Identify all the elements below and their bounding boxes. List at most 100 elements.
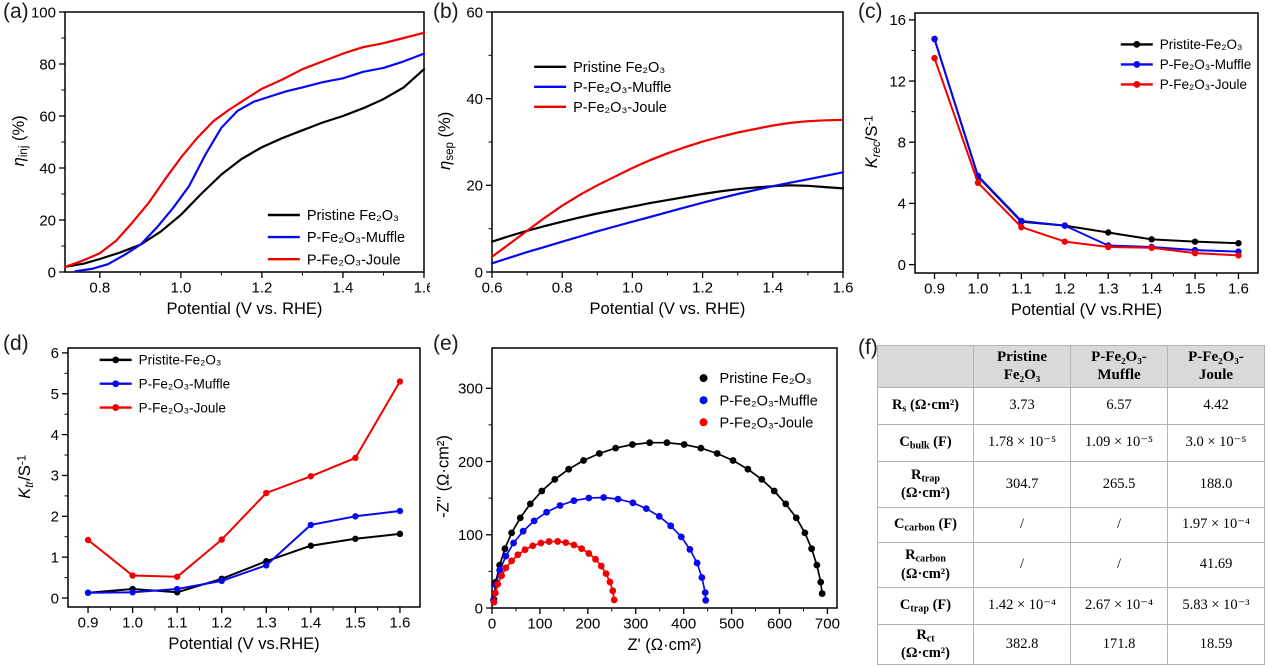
- series-line: [493, 441, 823, 601]
- panel-f-label: (f): [858, 336, 878, 359]
- y-tick-label: 4: [51, 427, 59, 444]
- x-tick-label: 1.4: [300, 614, 321, 631]
- axes-b: 0.6 0.8 1.0 1.2 1.4 1.6 0 20 40 60: [466, 4, 853, 296]
- table-cell: 2.67 × 10⁻⁴: [1070, 587, 1168, 625]
- data-point-marker: [307, 473, 315, 480]
- series-P-Fe₂O₃-Muffle: [74, 52, 426, 273]
- data-point-marker: [792, 514, 800, 522]
- data-point-marker: [602, 570, 610, 578]
- axes-e: 0 100 200 300 400 500 600 700 0 100 200 300: [458, 347, 840, 632]
- chart-b-xlabel: Potential (V vs. RHE): [548, 300, 788, 319]
- table-row: Rs (Ω·cm²) 3.73 6.57 4.42: [877, 387, 1265, 425]
- x-tick-label: 1.1: [167, 614, 188, 631]
- data-point-marker: [1105, 243, 1112, 251]
- table-corner-cell: [877, 345, 974, 388]
- data-point-marker: [521, 546, 529, 554]
- data-point-marker: [508, 557, 516, 565]
- data-point-marker: [218, 536, 225, 543]
- table-cell: 5.83 × 10⁻³: [1167, 587, 1265, 625]
- text-segment: tr: [23, 480, 36, 488]
- data-point-marker: [744, 465, 752, 473]
- data-point-marker: [818, 590, 826, 597]
- data-point-marker: [680, 441, 688, 448]
- x-tick-label: 1.4: [1141, 280, 1162, 297]
- data-point-marker: [508, 529, 516, 537]
- text-segment: carbon: [915, 553, 946, 565]
- series-P-Fe₂O₃-Joule: [490, 538, 618, 606]
- data-point-marker: [686, 546, 694, 553]
- data-point-marker: [758, 475, 766, 483]
- data-point-marker: [770, 487, 778, 495]
- legend-label: Pristine Fe₂O₃: [573, 60, 665, 76]
- chart-a-canvas: 0.8 1.0 1.2 1.4 1.6 0 20 40 60 80 100 Pristine Fe₂O…: [31, 4, 430, 296]
- text-segment: η: [436, 160, 455, 170]
- data-point-marker: [502, 552, 510, 560]
- data-point-marker: [782, 500, 790, 508]
- data-point-marker: [1018, 217, 1025, 225]
- x-tick-label: 1.5: [345, 614, 366, 631]
- series-line: [87, 510, 401, 594]
- x-tick-label: 1.3: [1098, 280, 1119, 297]
- data-point-marker: [600, 494, 608, 501]
- legend-marker-dot: [699, 374, 708, 383]
- data-point-marker: [931, 54, 938, 62]
- data-point-marker: [629, 499, 637, 507]
- series-line: [933, 38, 1240, 253]
- chart-c-canvas: 0.9 1.0 1.1 1.2 1.3 1.4 1.5 1.6 0 4 8 12 16 Pristite-…: [889, 12, 1259, 297]
- legend-c: Pristite-Fe₂O₃ P-Fe₂O₃-Muffle P-Fe₂O₃-Joul…: [1120, 37, 1251, 92]
- chart-e-ylabel: -Z'' (Ω·cm²): [435, 357, 454, 597]
- table-body: Rs (Ω·cm²) 3.73 6.57 4.42 Cbulk (F) 1.78 × 10…: [877, 387, 1265, 665]
- text-segment: carbon: [904, 522, 935, 534]
- data-point-marker: [592, 555, 599, 563]
- panel-b: (b) 0.6 0.8 1.0 1.2 1.4 1.6 0 20 40 60 Pristine Fe…: [430, 0, 855, 332]
- series-Pristine Fe₂O₃: [490, 439, 826, 603]
- x-tick-label: 1.5: [1185, 280, 1206, 297]
- text-segment: /S: [863, 125, 882, 142]
- data-point-marker: [501, 545, 509, 553]
- x-tick-label: 500: [719, 615, 744, 632]
- panel-a-label: (a): [3, 0, 29, 23]
- y-tick-label: 0: [475, 264, 483, 281]
- x-tick-label: 700: [815, 615, 840, 632]
- data-point-marker: [642, 505, 650, 513]
- text-segment: bulk: [909, 440, 930, 452]
- data-point-marker: [578, 545, 586, 553]
- data-point-marker: [808, 545, 816, 553]
- text-segment: Potential (V vs.RHE): [168, 635, 320, 653]
- text-segment: C: [899, 433, 910, 450]
- data-point-marker: [490, 598, 498, 606]
- text-segment: (F): [929, 433, 952, 450]
- y-tick-label: 3: [51, 468, 59, 485]
- legend-label: P-Fe₂O₃-Muffle: [573, 80, 671, 96]
- table-cell: 382.8: [973, 624, 1071, 665]
- y-tick-label: 0: [48, 264, 56, 281]
- text-segment: rec: [870, 141, 883, 158]
- x-tick-label: 1.0: [122, 614, 143, 631]
- y-tick-label: 200: [458, 454, 483, 471]
- table-row-label: Ctrap (F): [877, 587, 974, 625]
- x-tick-label: 1.0: [622, 279, 643, 296]
- data-point-marker: [597, 562, 605, 570]
- legend-label: P-Fe₂O₃-Joule: [1160, 77, 1247, 92]
- legend-marker-dot: [699, 418, 708, 427]
- data-point-marker: [606, 578, 614, 586]
- panel-d-label: (d): [3, 332, 29, 355]
- text-segment: η: [10, 157, 29, 167]
- table-cell: 1.78 × 10⁻⁵: [973, 424, 1071, 462]
- data-point-marker: [551, 475, 559, 483]
- series-P-Fe₂O₃-Joule: [490, 118, 845, 258]
- legend-marker-dot: [112, 380, 120, 388]
- data-point-marker: [1191, 249, 1199, 257]
- data-point-marker: [519, 527, 527, 535]
- data-point-marker: [554, 538, 562, 545]
- table-row-label: Rs (Ω·cm²): [877, 387, 974, 425]
- data-point-marker: [612, 444, 620, 452]
- y-tick-label: 0: [475, 600, 483, 617]
- text-segment: (F): [928, 596, 952, 613]
- series-P-Fe₂O₃-Joule: [84, 378, 404, 580]
- text-segment: R: [910, 466, 922, 483]
- data-point-marker: [698, 574, 706, 581]
- legend-label: P-Fe₂O₃-Muffle: [307, 230, 405, 246]
- legend-b: Pristine Fe₂O₃ P-Fe₂O₃-Muffle P-Fe₂O₃-Joul…: [534, 60, 671, 116]
- data-point-marker: [562, 539, 570, 546]
